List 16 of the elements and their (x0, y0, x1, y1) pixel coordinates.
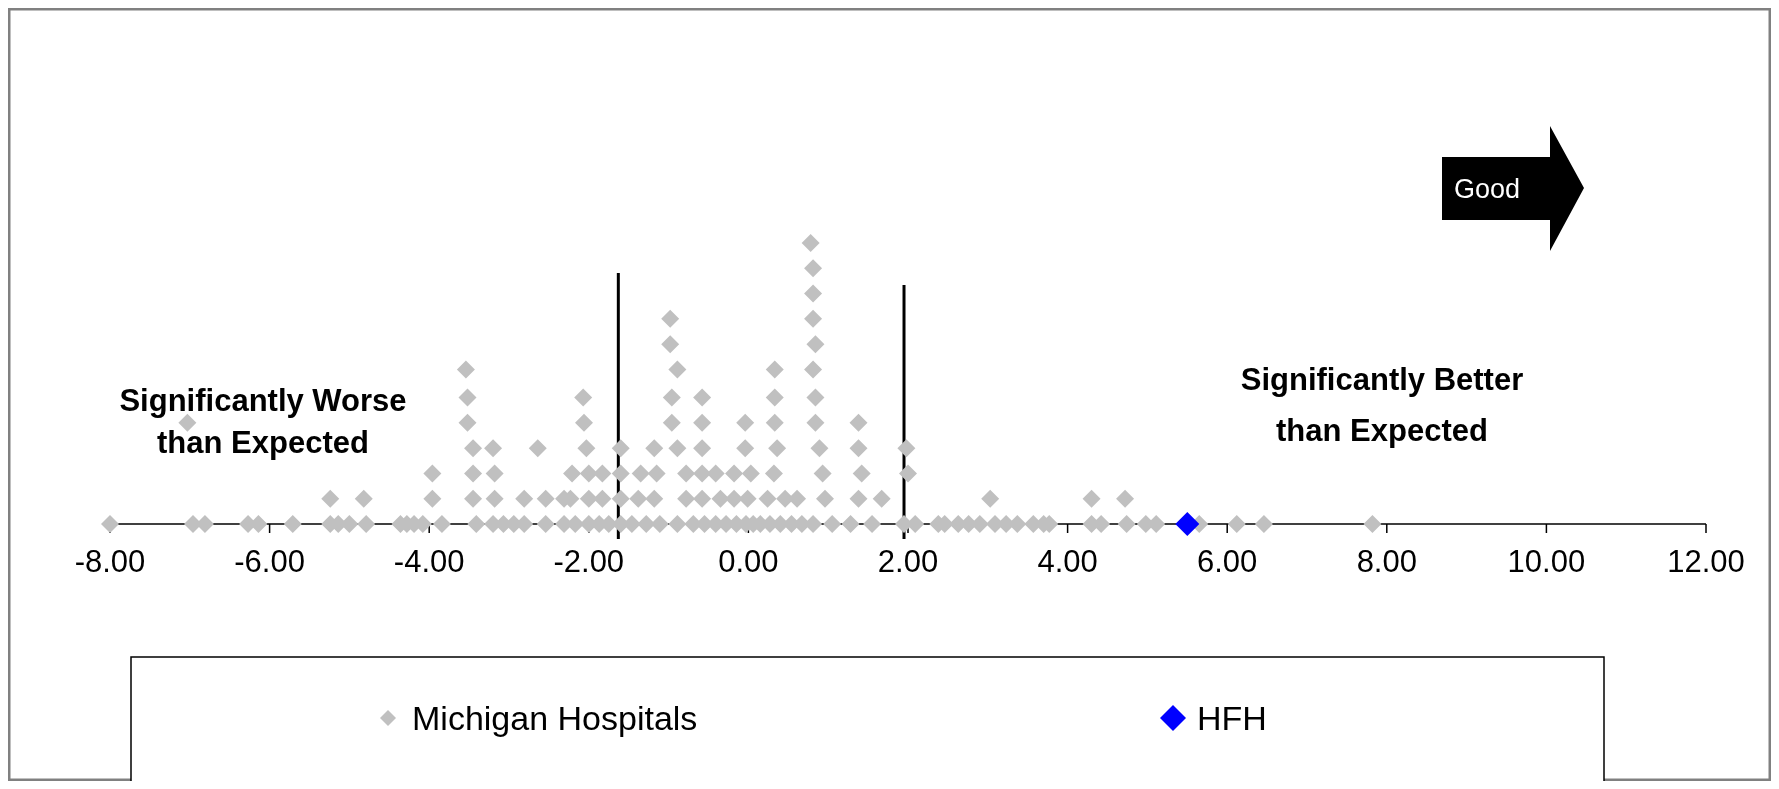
x-tick-label: -2.00 (553, 544, 625, 579)
x-tick-label: -4.00 (393, 544, 465, 579)
annotation: Significantly Better than Expected (1240, 362, 1524, 448)
x-tick-label: 8.00 (1356, 544, 1417, 579)
annotation: Significantly Worse than Expected (119, 383, 407, 460)
x-tick-label: -6.00 (234, 544, 305, 579)
x-tick-label: 2.00 (877, 544, 939, 579)
x-tick-label: 0.00 (718, 544, 779, 579)
x-tick-label: -8.00 (74, 544, 146, 579)
x-tick-label: 10.00 (1507, 544, 1586, 579)
x-tick-label: 6.00 (1197, 544, 1258, 579)
text: Good (1454, 174, 1521, 204)
x-tick-label: 12.00 (1667, 544, 1745, 579)
legend-label: HFH (1197, 699, 1267, 737)
x-tick-label: 4.00 (1037, 544, 1098, 579)
legend-label: Michigan Hospitals (412, 699, 698, 737)
